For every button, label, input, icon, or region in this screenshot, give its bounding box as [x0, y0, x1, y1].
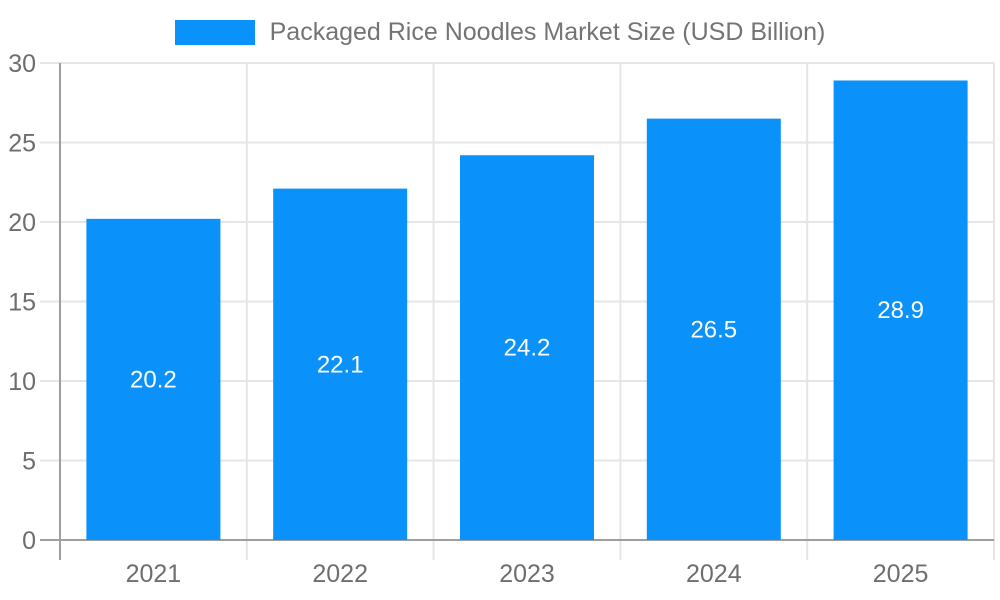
y-tick-label: 20 [8, 209, 36, 237]
bar-value-label: 20.2 [130, 366, 177, 393]
y-tick-label: 25 [8, 130, 36, 158]
x-tick-label: 2021 [126, 560, 182, 588]
legend-label: Packaged Rice Noodles Market Size (USD B… [269, 17, 826, 46]
x-tick-label: 2024 [686, 560, 742, 588]
y-tick-label: 0 [22, 527, 36, 555]
y-tick-label: 30 [8, 50, 36, 78]
legend[interactable]: Packaged Rice Noodles Market Size (USD B… [0, 17, 1000, 47]
bar-value-label: 26.5 [690, 316, 737, 343]
x-tick-label: 2025 [873, 560, 929, 588]
bar-value-label: 28.9 [877, 297, 924, 324]
bar[interactable] [833, 80, 968, 541]
x-tick-label: 2023 [499, 560, 555, 588]
y-tick-label: 5 [22, 448, 36, 476]
bar-value-label: 24.2 [504, 335, 551, 362]
y-tick-label: 15 [8, 289, 36, 317]
y-tick-label: 10 [8, 368, 36, 396]
bar[interactable] [86, 218, 221, 540]
bar-value-label: 22.1 [317, 351, 364, 378]
x-tick-label: 2022 [312, 560, 368, 588]
bar[interactable] [273, 188, 408, 541]
bar[interactable] [460, 155, 594, 540]
bar[interactable] [646, 118, 781, 541]
legend-swatch [174, 19, 255, 45]
